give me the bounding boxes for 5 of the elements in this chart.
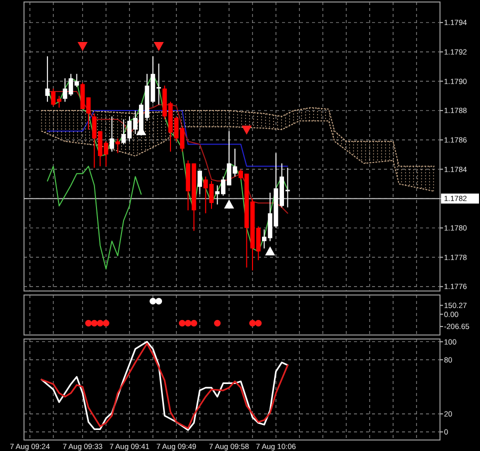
- candlestick: [45, 56, 50, 102]
- line-series: [46, 110, 288, 167]
- line-series: [46, 166, 142, 270]
- candlestick: [198, 170, 202, 195]
- candlestick: [110, 116, 114, 152]
